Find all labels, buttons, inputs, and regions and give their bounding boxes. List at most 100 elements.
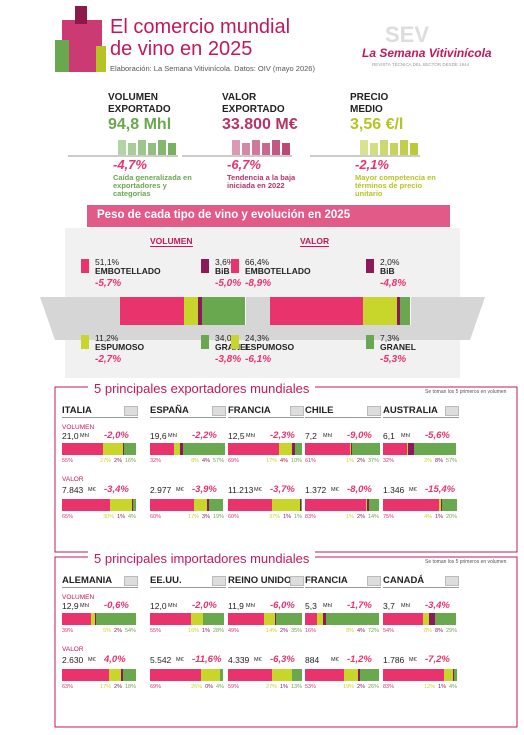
share-label: 32% — [150, 458, 162, 464]
share-segment — [383, 499, 439, 511]
share-segment — [406, 443, 409, 455]
share-label: 4% — [202, 458, 210, 464]
share-segment — [274, 613, 277, 625]
type-icon — [201, 259, 209, 273]
share-label: 60% — [150, 514, 162, 520]
country-line — [383, 417, 459, 418]
share-segment — [228, 443, 280, 455]
type-change: -4,8% — [380, 278, 407, 289]
val-value: 4.339 — [228, 655, 250, 665]
share-label: 57% — [445, 458, 457, 464]
share-label: 54% — [124, 628, 136, 634]
val-unit: M€ — [331, 657, 339, 663]
kpi-bar — [410, 143, 418, 155]
val-value: 5.542 — [150, 655, 172, 665]
country-line — [305, 417, 381, 418]
share-segment — [438, 499, 442, 511]
kpi-label: PRECIO — [350, 92, 389, 103]
kpi-bar — [360, 140, 368, 155]
vol-value: 6,1 — [383, 431, 395, 441]
country-name: CHILE — [305, 405, 334, 416]
share-segment — [291, 443, 295, 455]
share-label: 61% — [305, 458, 317, 464]
country-name: AUSTRALIA — [383, 405, 438, 416]
kpi-bar — [380, 140, 388, 155]
share-label: 28% — [212, 628, 224, 634]
vol-value: 11,9 — [228, 601, 244, 611]
share-label: 1% — [117, 514, 126, 520]
share-label: 13% — [290, 684, 302, 690]
share-label: 8% — [346, 628, 355, 634]
share-segment — [62, 499, 111, 511]
vol-unit: Mhl — [80, 433, 89, 439]
val-change: -15,4% — [425, 484, 456, 495]
share-label: 16% — [305, 628, 317, 634]
share-label: 4% — [424, 514, 433, 520]
share-segment — [434, 613, 457, 625]
vol-unit: Mhl — [80, 603, 89, 609]
share-segment — [276, 613, 302, 625]
country-line — [150, 587, 226, 588]
share-labels: 37% 1% 1% — [256, 514, 302, 520]
row-label: VALOR — [62, 646, 84, 653]
container-segment — [183, 297, 199, 325]
country-name: ALEMANIA — [62, 575, 113, 586]
share-segment — [90, 613, 95, 625]
kpi-bar — [282, 143, 290, 155]
val-unit: M€ — [88, 657, 96, 663]
vol-change: -1,7% — [347, 600, 372, 611]
val-change: -11,6% — [192, 654, 222, 665]
kpi-change: -2,1% — [355, 157, 389, 172]
kpi-bar — [232, 140, 240, 155]
share-label: 20% — [445, 514, 457, 520]
kpi-bar — [148, 143, 156, 155]
country-line — [228, 417, 304, 418]
share-label: 4% — [216, 684, 224, 690]
share-label: 16% — [188, 628, 200, 634]
share-label: 83% — [383, 684, 395, 690]
val-unit: M€ — [176, 657, 184, 663]
kpi-bar — [390, 143, 398, 155]
share-label: 2% — [424, 458, 433, 464]
container-segment — [202, 297, 246, 325]
kpi-bar — [118, 140, 126, 155]
row-label: VOLUMEN — [62, 424, 95, 431]
share-label: 17% — [100, 684, 112, 690]
share-label: 16% — [124, 458, 136, 464]
share-labels: 17% 3% 19% — [178, 514, 224, 520]
share-segment — [414, 443, 457, 455]
share-segment — [358, 669, 360, 681]
share-label: 8% — [435, 628, 443, 634]
val-unit: M€ — [331, 487, 339, 493]
share-segment — [305, 443, 351, 455]
share-labels: 1% 2% 37% — [333, 458, 379, 464]
share-segment — [291, 669, 293, 681]
share-label: 27% — [100, 458, 112, 464]
vol-value: 21,0 — [62, 431, 79, 441]
country-line — [228, 587, 304, 588]
section-title: Peso de cada tipo de vino y evolución en… — [97, 209, 351, 221]
share-label: 1% — [283, 514, 292, 520]
share-label: 65% — [62, 514, 74, 520]
type-label: BiB — [380, 266, 395, 276]
flag — [367, 576, 381, 586]
val-change: -8,0% — [347, 484, 372, 495]
val-change: -3,7% — [270, 484, 295, 495]
share-label: 69% — [150, 684, 162, 690]
brand-name: La Semana Vitivinícola — [362, 46, 492, 60]
vol-change: -5,6% — [425, 430, 450, 441]
kpi-value: 33.800 M€ — [222, 116, 298, 133]
share-label: 10% — [290, 458, 302, 464]
share-segment — [350, 443, 353, 455]
share-label: 53% — [305, 684, 317, 690]
type-change: -5,0% — [215, 278, 242, 289]
share-segment — [383, 613, 423, 625]
share-segment — [305, 669, 345, 681]
section-title: 5 principales exportadores mundiales — [88, 381, 316, 396]
type-icon — [366, 335, 374, 349]
share-segment — [453, 669, 455, 681]
kpi-bar — [272, 140, 280, 155]
type-change: -2,7% — [95, 354, 122, 365]
type-icon — [201, 335, 209, 349]
share-label: 75% — [383, 514, 395, 520]
